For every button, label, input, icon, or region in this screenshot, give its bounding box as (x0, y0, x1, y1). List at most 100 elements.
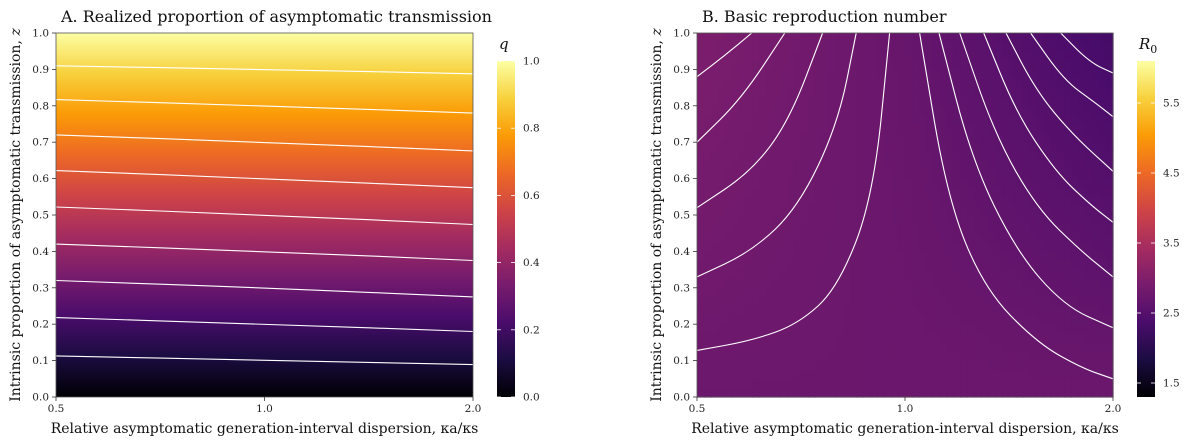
heatmap-cell (849, 324, 858, 334)
heatmap-cell (932, 360, 941, 371)
heatmap-cell (1015, 315, 1024, 325)
heatmap-cell (953, 251, 962, 262)
heatmap-cell (981, 105, 989, 116)
heatmap-cell (967, 260, 975, 271)
colorbar-tick-label: 2.5 (1163, 308, 1180, 320)
heatmap-cell (863, 242, 871, 252)
heatmap-cell (814, 124, 823, 134)
heatmap-cell (738, 260, 747, 271)
y-tick-label: 0.6 (673, 173, 690, 185)
heatmap-cell (905, 178, 913, 189)
heatmap-cell (724, 333, 733, 343)
heatmap-cell (988, 269, 996, 280)
heatmap-cell (780, 306, 788, 316)
heatmap-cell (1022, 133, 1031, 143)
heatmap-cell (835, 87, 844, 98)
heatmap-cell (863, 87, 871, 98)
heatmap-cell (828, 233, 837, 243)
heatmap-cell (773, 342, 781, 353)
heatmap-cell (807, 260, 816, 271)
heatmap-cell (863, 114, 871, 125)
heatmap-cell (835, 178, 844, 189)
heatmap-cell (849, 51, 858, 61)
heatmap-cell (1071, 69, 1079, 80)
heatmap-cell (988, 160, 996, 171)
heatmap-cell (766, 296, 774, 307)
heatmap-cell (738, 387, 747, 398)
heatmap-cell (717, 296, 726, 307)
heatmap-cell (731, 351, 740, 362)
heatmap-cell (849, 306, 858, 316)
heatmap-cell (925, 169, 934, 180)
heatmap-cell (780, 342, 788, 353)
heatmap-cell (995, 60, 1003, 70)
heatmap-cell (939, 87, 948, 98)
heatmap-cell (807, 60, 816, 70)
heatmap-cell (849, 224, 858, 234)
heatmap-cell (1057, 87, 1066, 98)
heatmap-cell (974, 369, 982, 380)
heatmap-cell (995, 387, 1003, 398)
heatmap-cell (835, 351, 844, 362)
heatmap-cell (703, 260, 712, 271)
heatmap-cell (1057, 105, 1066, 116)
heatmap-cell (1064, 278, 1072, 289)
heatmap-cell (794, 224, 802, 234)
heatmap-cell (884, 96, 892, 107)
heatmap-cell (703, 324, 712, 334)
heatmap-cell (1064, 205, 1072, 216)
heatmap-cell (1009, 78, 1017, 89)
heatmap-cell (981, 78, 989, 89)
heatmap-cell (884, 378, 892, 389)
heatmap-cell (835, 233, 844, 243)
heatmap-cell (877, 233, 885, 243)
heatmap-cell (717, 169, 726, 180)
heatmap-cell (1050, 278, 1059, 289)
heatmap-cell (794, 369, 802, 380)
heatmap-cell (1029, 306, 1038, 316)
heatmap-cell (1085, 60, 1093, 70)
colorbar-tick-label: 1.5 (1163, 378, 1180, 390)
heatmap-cell (780, 224, 788, 234)
heatmap-cell (905, 387, 913, 398)
heatmap-cell (1078, 196, 1086, 207)
heatmap-cell (1036, 60, 1045, 70)
heatmap-cell (1106, 369, 1114, 380)
heatmap-cell (939, 96, 948, 107)
heatmap-cell (863, 224, 871, 234)
heatmap-cell (918, 142, 927, 152)
heatmap-cell (842, 315, 851, 325)
heatmap-cell (821, 187, 830, 198)
heatmap-cell (1106, 387, 1114, 398)
heatmap-cell (1092, 42, 1100, 52)
heatmap-cell (1092, 224, 1100, 234)
heatmap-cell (932, 151, 941, 161)
heatmap-cell (981, 287, 989, 298)
heatmap-cell (801, 160, 809, 171)
heatmap-cell (807, 287, 816, 298)
heatmap-cell (877, 33, 885, 43)
heatmap-cell (967, 342, 975, 353)
heatmap-cell (1064, 114, 1072, 125)
heatmap-cell (939, 224, 948, 234)
heatmap-cell (801, 105, 809, 116)
heatmap-cell (1057, 196, 1066, 207)
heatmap-cell (710, 78, 719, 89)
heatmap-cell (1050, 378, 1059, 389)
heatmap-cell (752, 287, 760, 298)
heatmap-cell (752, 378, 760, 389)
heatmap-cell (1022, 296, 1031, 307)
heatmap-cell (710, 114, 719, 125)
heatmap-cell (710, 333, 719, 343)
heatmap-cell (905, 242, 913, 252)
heatmap-cell (1064, 187, 1072, 198)
heatmap-cell (842, 360, 851, 371)
heatmap-cell (877, 333, 885, 343)
heatmap-cell (759, 269, 767, 280)
heatmap-cell (1092, 306, 1100, 316)
heatmap-cell (960, 387, 968, 398)
heatmap-cell (724, 351, 733, 362)
heatmap-cell (835, 369, 844, 380)
heatmap-cell (905, 133, 913, 143)
heatmap-cell (918, 233, 927, 243)
